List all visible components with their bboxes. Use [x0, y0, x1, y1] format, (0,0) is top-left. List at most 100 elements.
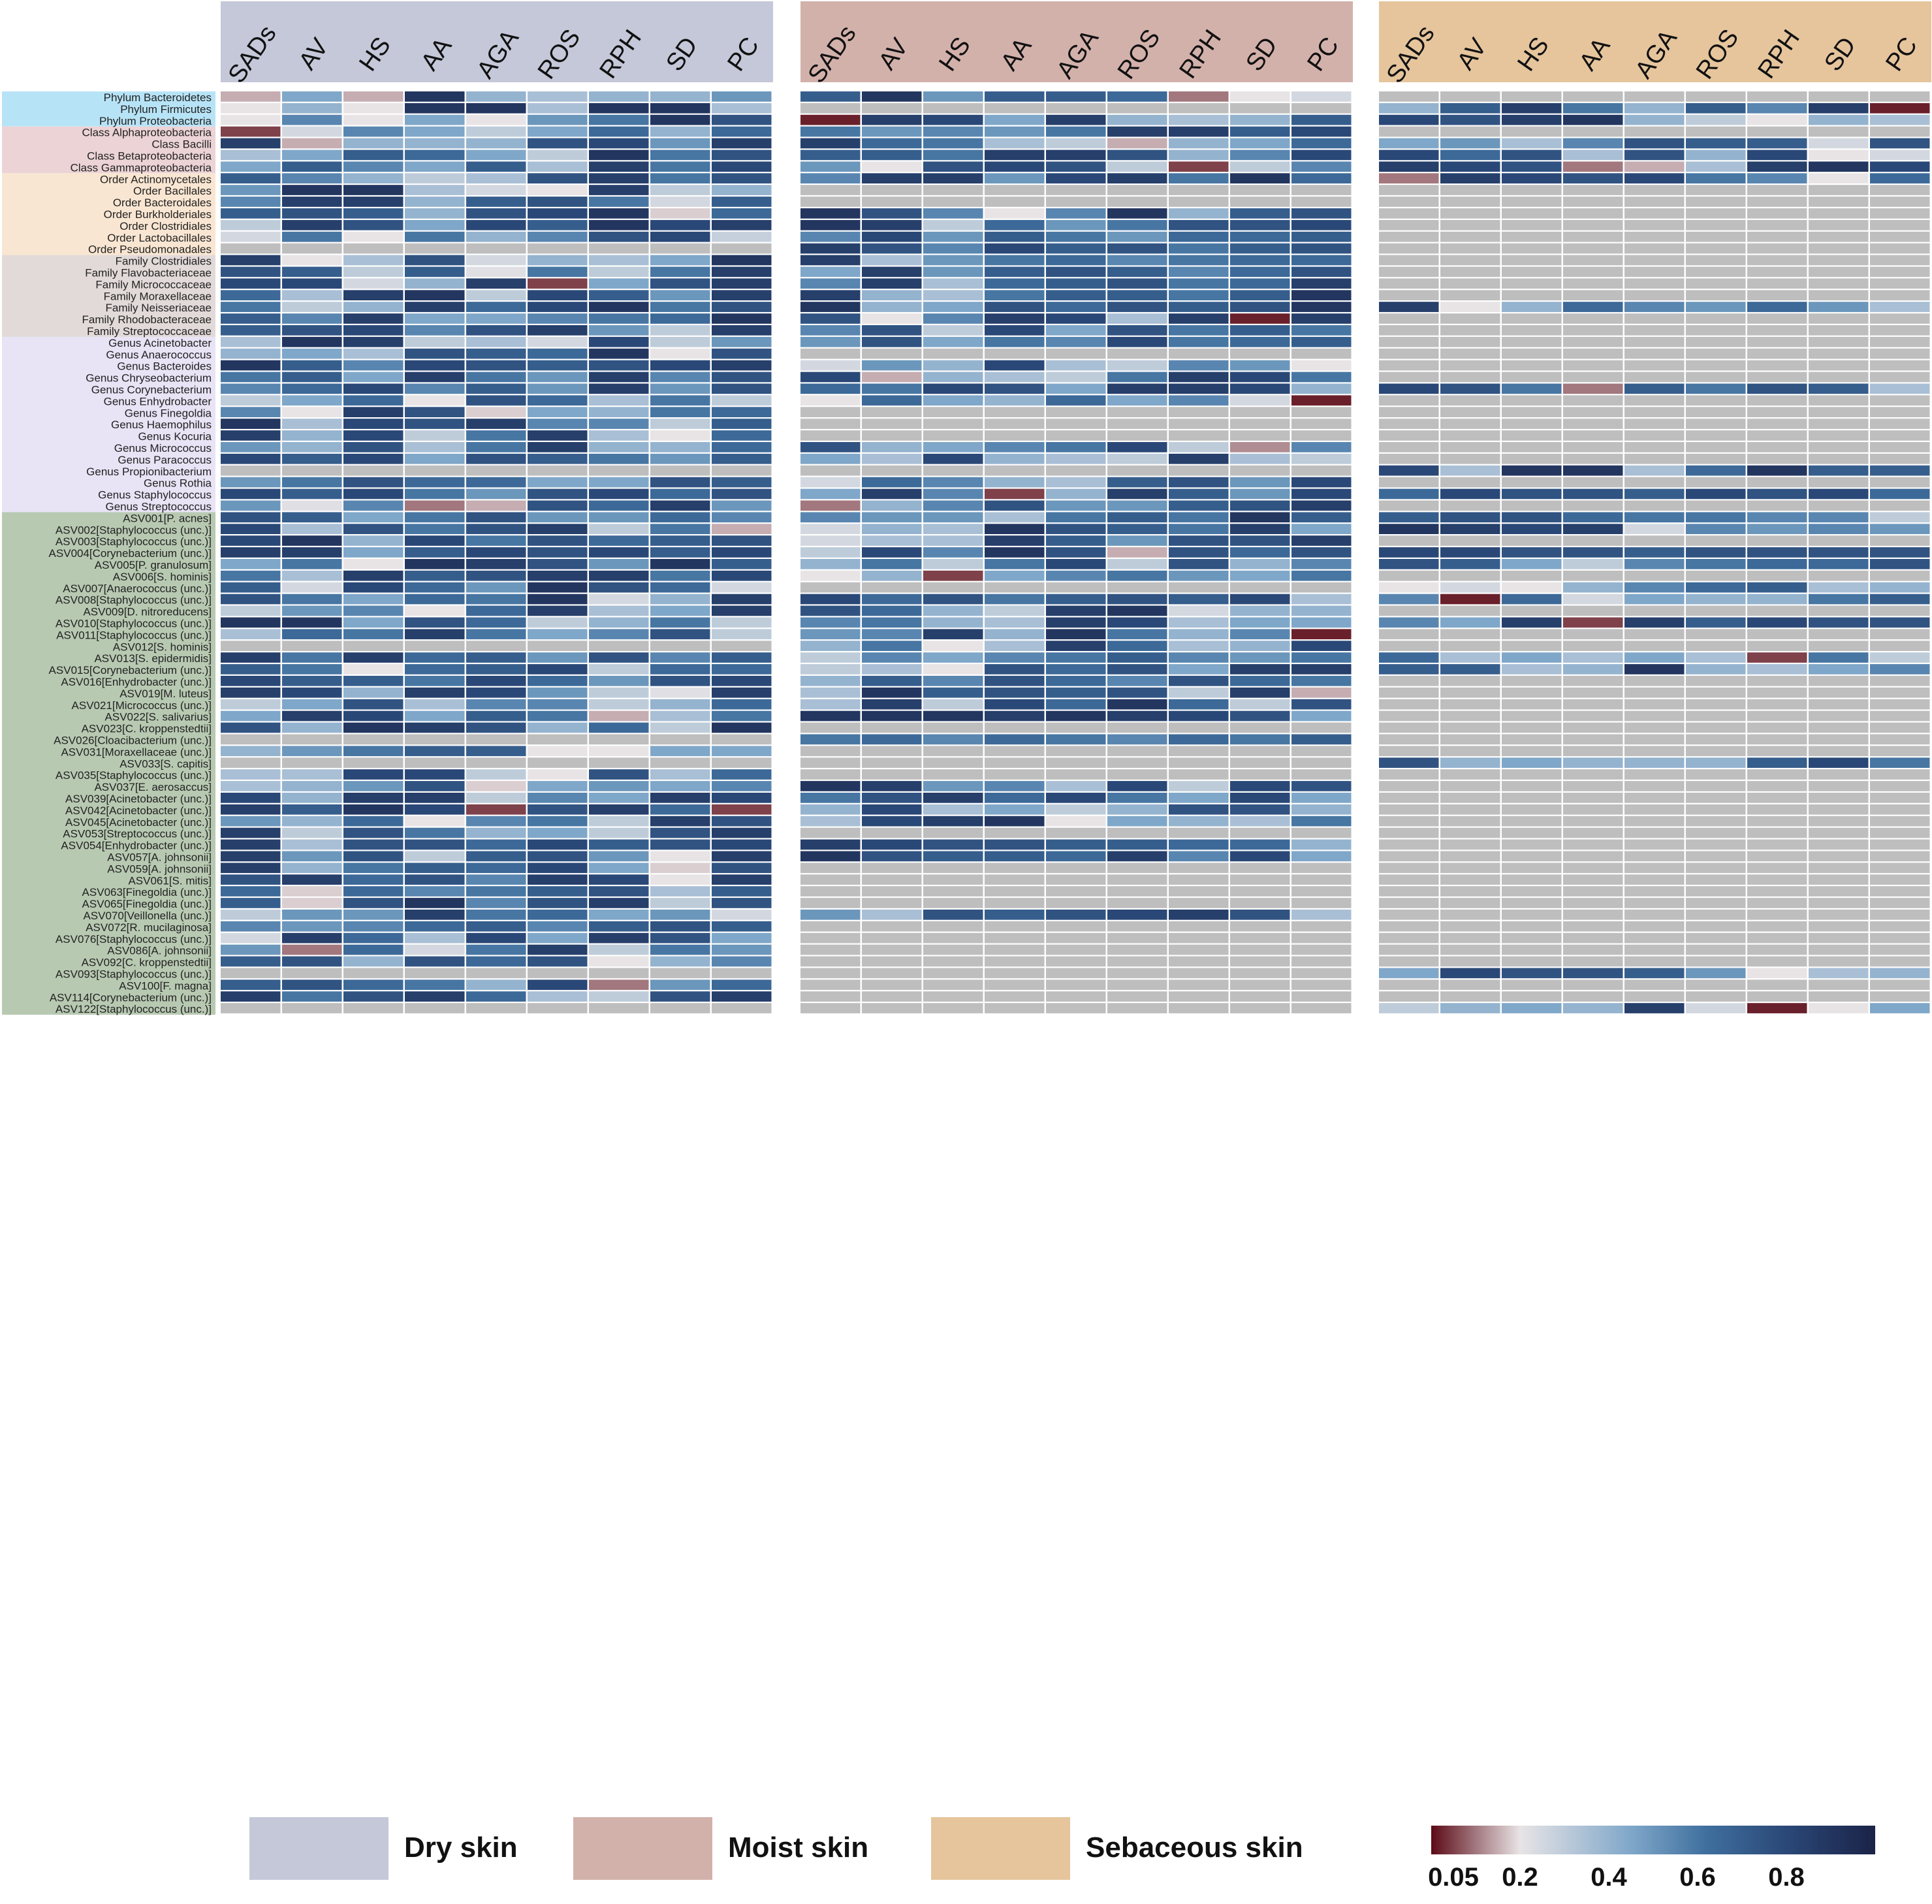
heatmap-cell: [1809, 781, 1869, 791]
heatmap-cell: [800, 278, 861, 289]
heatmap-cell: [343, 91, 404, 102]
heatmap-cell: [343, 781, 404, 791]
heatmap-cell: [712, 781, 772, 791]
heatmap-cell: [800, 395, 861, 406]
heatmap-cell: [1686, 968, 1746, 979]
heatmap-cell: [1502, 114, 1562, 125]
heatmap-cell: [1291, 419, 1352, 429]
heatmap-cell: [1624, 851, 1685, 862]
heatmap-cell: [1870, 348, 1930, 359]
heatmap-cell: [923, 932, 983, 944]
heatmap-cell: [985, 243, 1045, 254]
heatmap-cell: [282, 383, 342, 394]
heatmap-cell: [862, 781, 922, 791]
heatmap-cell: [862, 407, 922, 417]
heatmap-cell: [1624, 944, 1685, 955]
heatmap-cell: [1379, 921, 1439, 932]
heatmap-cell: [1379, 488, 1439, 500]
heatmap-cell: [1379, 781, 1439, 791]
heatmap-cell: [650, 979, 710, 991]
heatmap-cell: [650, 582, 710, 593]
heatmap-cell: [405, 325, 465, 336]
heatmap-cell: [800, 757, 861, 768]
row-label: ASV063[Finegoldia (unc.)]: [82, 886, 212, 898]
heatmap-cell: [1046, 255, 1106, 266]
heatmap-cell: [528, 804, 588, 815]
heatmap-cell: [1291, 372, 1352, 383]
heatmap-cell: [1230, 827, 1290, 838]
heatmap-cell: [221, 652, 281, 663]
heatmap-cell: [923, 336, 983, 347]
heatmap-cell: [528, 921, 588, 932]
heatmap-cell: [1870, 886, 1930, 896]
heatmap-cell: [1440, 465, 1500, 476]
heatmap-cell: [650, 302, 710, 312]
heatmap-cell: [1870, 641, 1930, 651]
heatmap-cell: [985, 605, 1045, 616]
heatmap-cell: [1624, 956, 1685, 967]
heatmap-cell: [1230, 629, 1290, 640]
heatmap-cell: [1230, 290, 1290, 300]
heatmap-cell: [1379, 126, 1439, 137]
heatmap-cell: [1230, 278, 1290, 289]
heatmap-cell: [1169, 185, 1229, 195]
heatmap-cell: [528, 302, 588, 312]
heatmap-cell: [923, 617, 983, 628]
heatmap-cell: [282, 617, 342, 628]
heatmap-cell: [1169, 781, 1229, 791]
heatmap-cell: [1686, 488, 1746, 500]
heatmap-cell: [1107, 617, 1167, 628]
heatmap-cell: [650, 477, 710, 488]
heatmap-cell: [1747, 255, 1807, 266]
heatmap-cell: [712, 641, 772, 651]
heatmap-cell: [466, 173, 526, 183]
heatmap-cell: [923, 255, 983, 266]
heatmap-cell: [528, 582, 588, 593]
heatmap-cell: [466, 255, 526, 266]
heatmap-cell: [1502, 524, 1562, 534]
heatmap-cell: [343, 197, 404, 207]
heatmap-cell: [1502, 863, 1562, 874]
colorbar-tick-label: 0.6: [1679, 1863, 1716, 1892]
heatmap-cell: [862, 161, 922, 172]
heatmap-cell: [985, 453, 1045, 464]
heatmap-cell: [1169, 278, 1229, 289]
heatmap-cell: [589, 734, 649, 745]
heatmap-cell: [862, 827, 922, 838]
heatmap-cell: [221, 664, 281, 674]
heatmap-cell: [1870, 617, 1930, 628]
heatmap-cell: [712, 968, 772, 979]
heatmap-cell: [405, 430, 465, 441]
heatmap-cell: [1563, 231, 1623, 242]
heatmap-cell: [1686, 699, 1746, 710]
heatmap-cell: [800, 968, 861, 979]
heatmap-cell: [1809, 769, 1869, 780]
heatmap-cell: [466, 91, 526, 102]
heatmap-cell: [221, 699, 281, 710]
heatmap-cell: [343, 804, 404, 815]
heatmap-cell: [862, 851, 922, 862]
heatmap-cell: [1502, 734, 1562, 745]
heatmap-cell: [1563, 161, 1623, 172]
heatmap-cell: [800, 687, 861, 698]
heatmap-cell: [282, 932, 342, 944]
heatmap-cell: [1379, 208, 1439, 219]
heatmap-cell: [589, 360, 649, 371]
heatmap-cell: [1291, 407, 1352, 417]
heatmap-cell: [1046, 570, 1106, 581]
heatmap-cell: [1291, 208, 1352, 219]
heatmap-cell: [650, 910, 710, 920]
row-label: Genus Anaerococcus: [106, 349, 212, 361]
heatmap-cell: [1379, 594, 1439, 605]
heatmap-cell: [343, 313, 404, 324]
heatmap-cell: [1379, 944, 1439, 955]
heatmap-cell: [1870, 547, 1930, 558]
heatmap-cell: [800, 605, 861, 616]
heatmap-cell: [1502, 594, 1562, 605]
heatmap-cell: [985, 979, 1045, 991]
heatmap-cell: [528, 793, 588, 803]
heatmap-cell: [1046, 197, 1106, 207]
heatmap-cell: [1107, 769, 1167, 780]
heatmap-cell: [466, 395, 526, 406]
heatmap-cell: [650, 944, 710, 955]
